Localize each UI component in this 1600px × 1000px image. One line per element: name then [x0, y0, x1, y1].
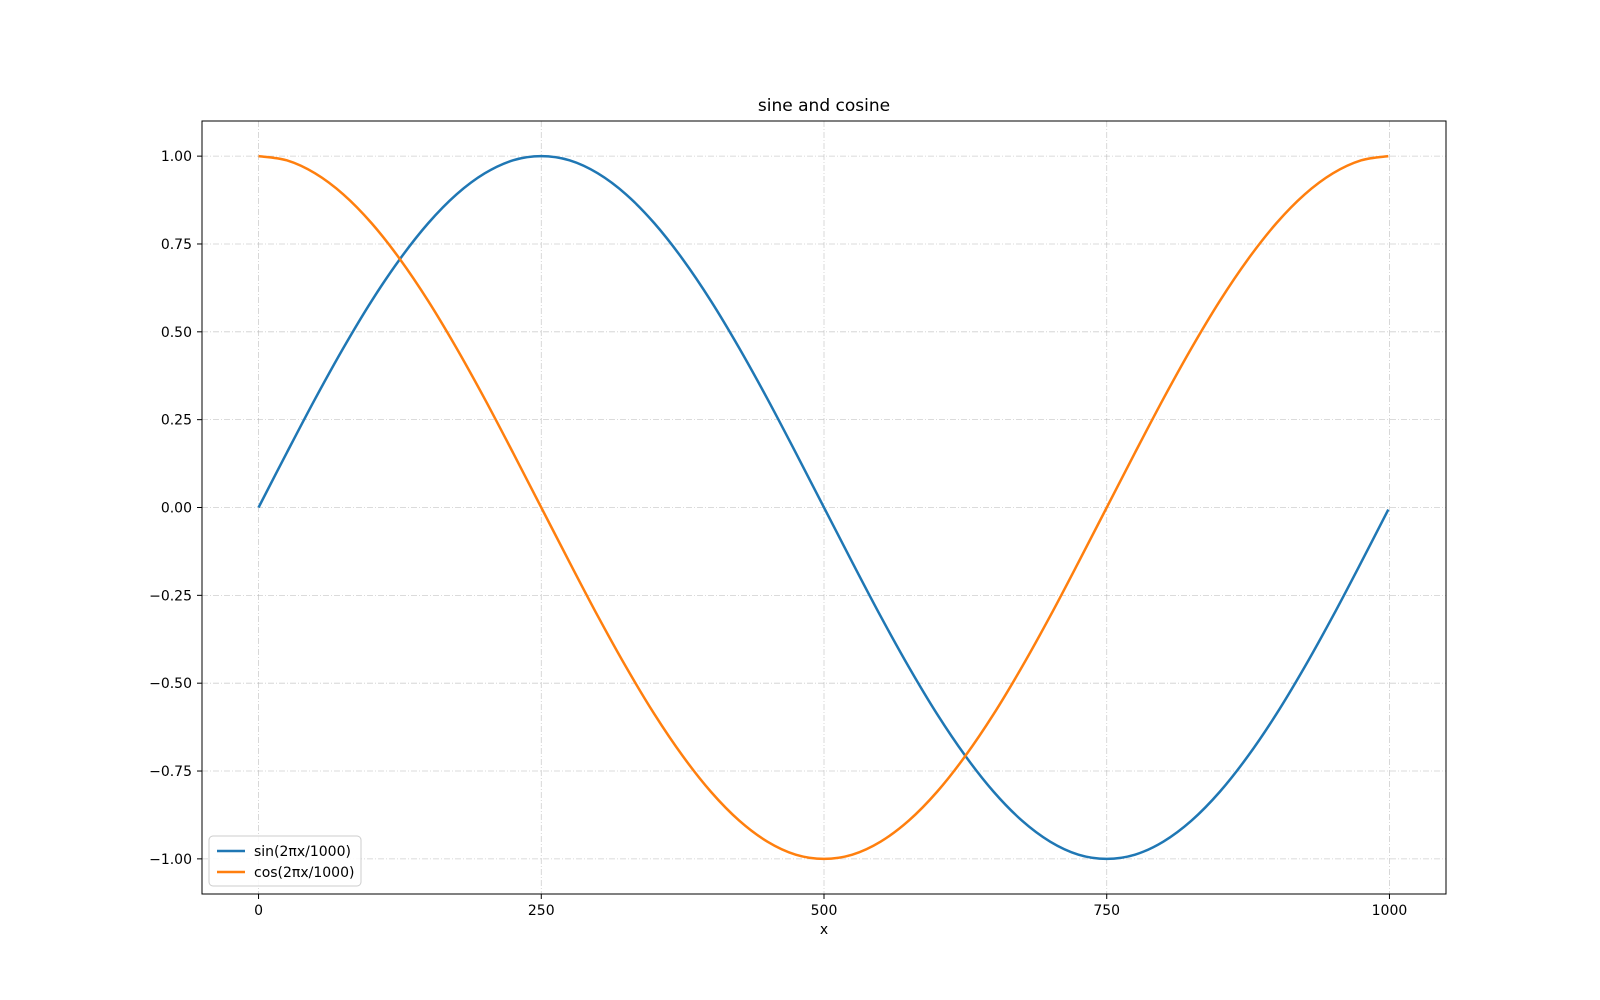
y-tick-label: −0.75 [149, 764, 192, 780]
y-tick-label: −1.00 [149, 852, 192, 868]
x-tick-label: 500 [811, 903, 838, 919]
y-axis-ticks: 1.00 0.75 0.50 0.25 0.00 −0.25 −0.50 −0.75 −1.00 [149, 149, 202, 868]
x-tick-label: 1000 [1372, 903, 1408, 919]
legend: sin(2πx/1000) cos(2πx/1000) [208, 835, 362, 887]
legend-label: sin(2πx/1000) [254, 844, 351, 860]
series-lines [257, 154, 1390, 861]
y-tick-label: −0.25 [149, 588, 192, 604]
y-tick-label: 0.25 [161, 413, 192, 429]
x-tick-label: 750 [1093, 903, 1120, 919]
x-tick-label: 0 [254, 903, 263, 919]
chart-title: sine and cosine [758, 96, 890, 116]
x-tick-label: 250 [528, 903, 555, 919]
y-tick-label: 1.00 [161, 149, 192, 165]
x-axis-ticks: 0 250 500 750 1000 [254, 894, 1407, 919]
y-tick-label: 0.00 [161, 501, 192, 517]
x-axis-label: x [820, 922, 828, 938]
series-line-cos [258, 154, 1389, 861]
y-tick-label: 0.50 [161, 325, 192, 341]
y-tick-label: −0.50 [149, 676, 192, 692]
y-tick-label: 0.75 [161, 237, 192, 253]
legend-box [208, 835, 362, 887]
series-line-sin [257, 154, 1390, 861]
legend-label: cos(2πx/1000) [254, 865, 354, 881]
